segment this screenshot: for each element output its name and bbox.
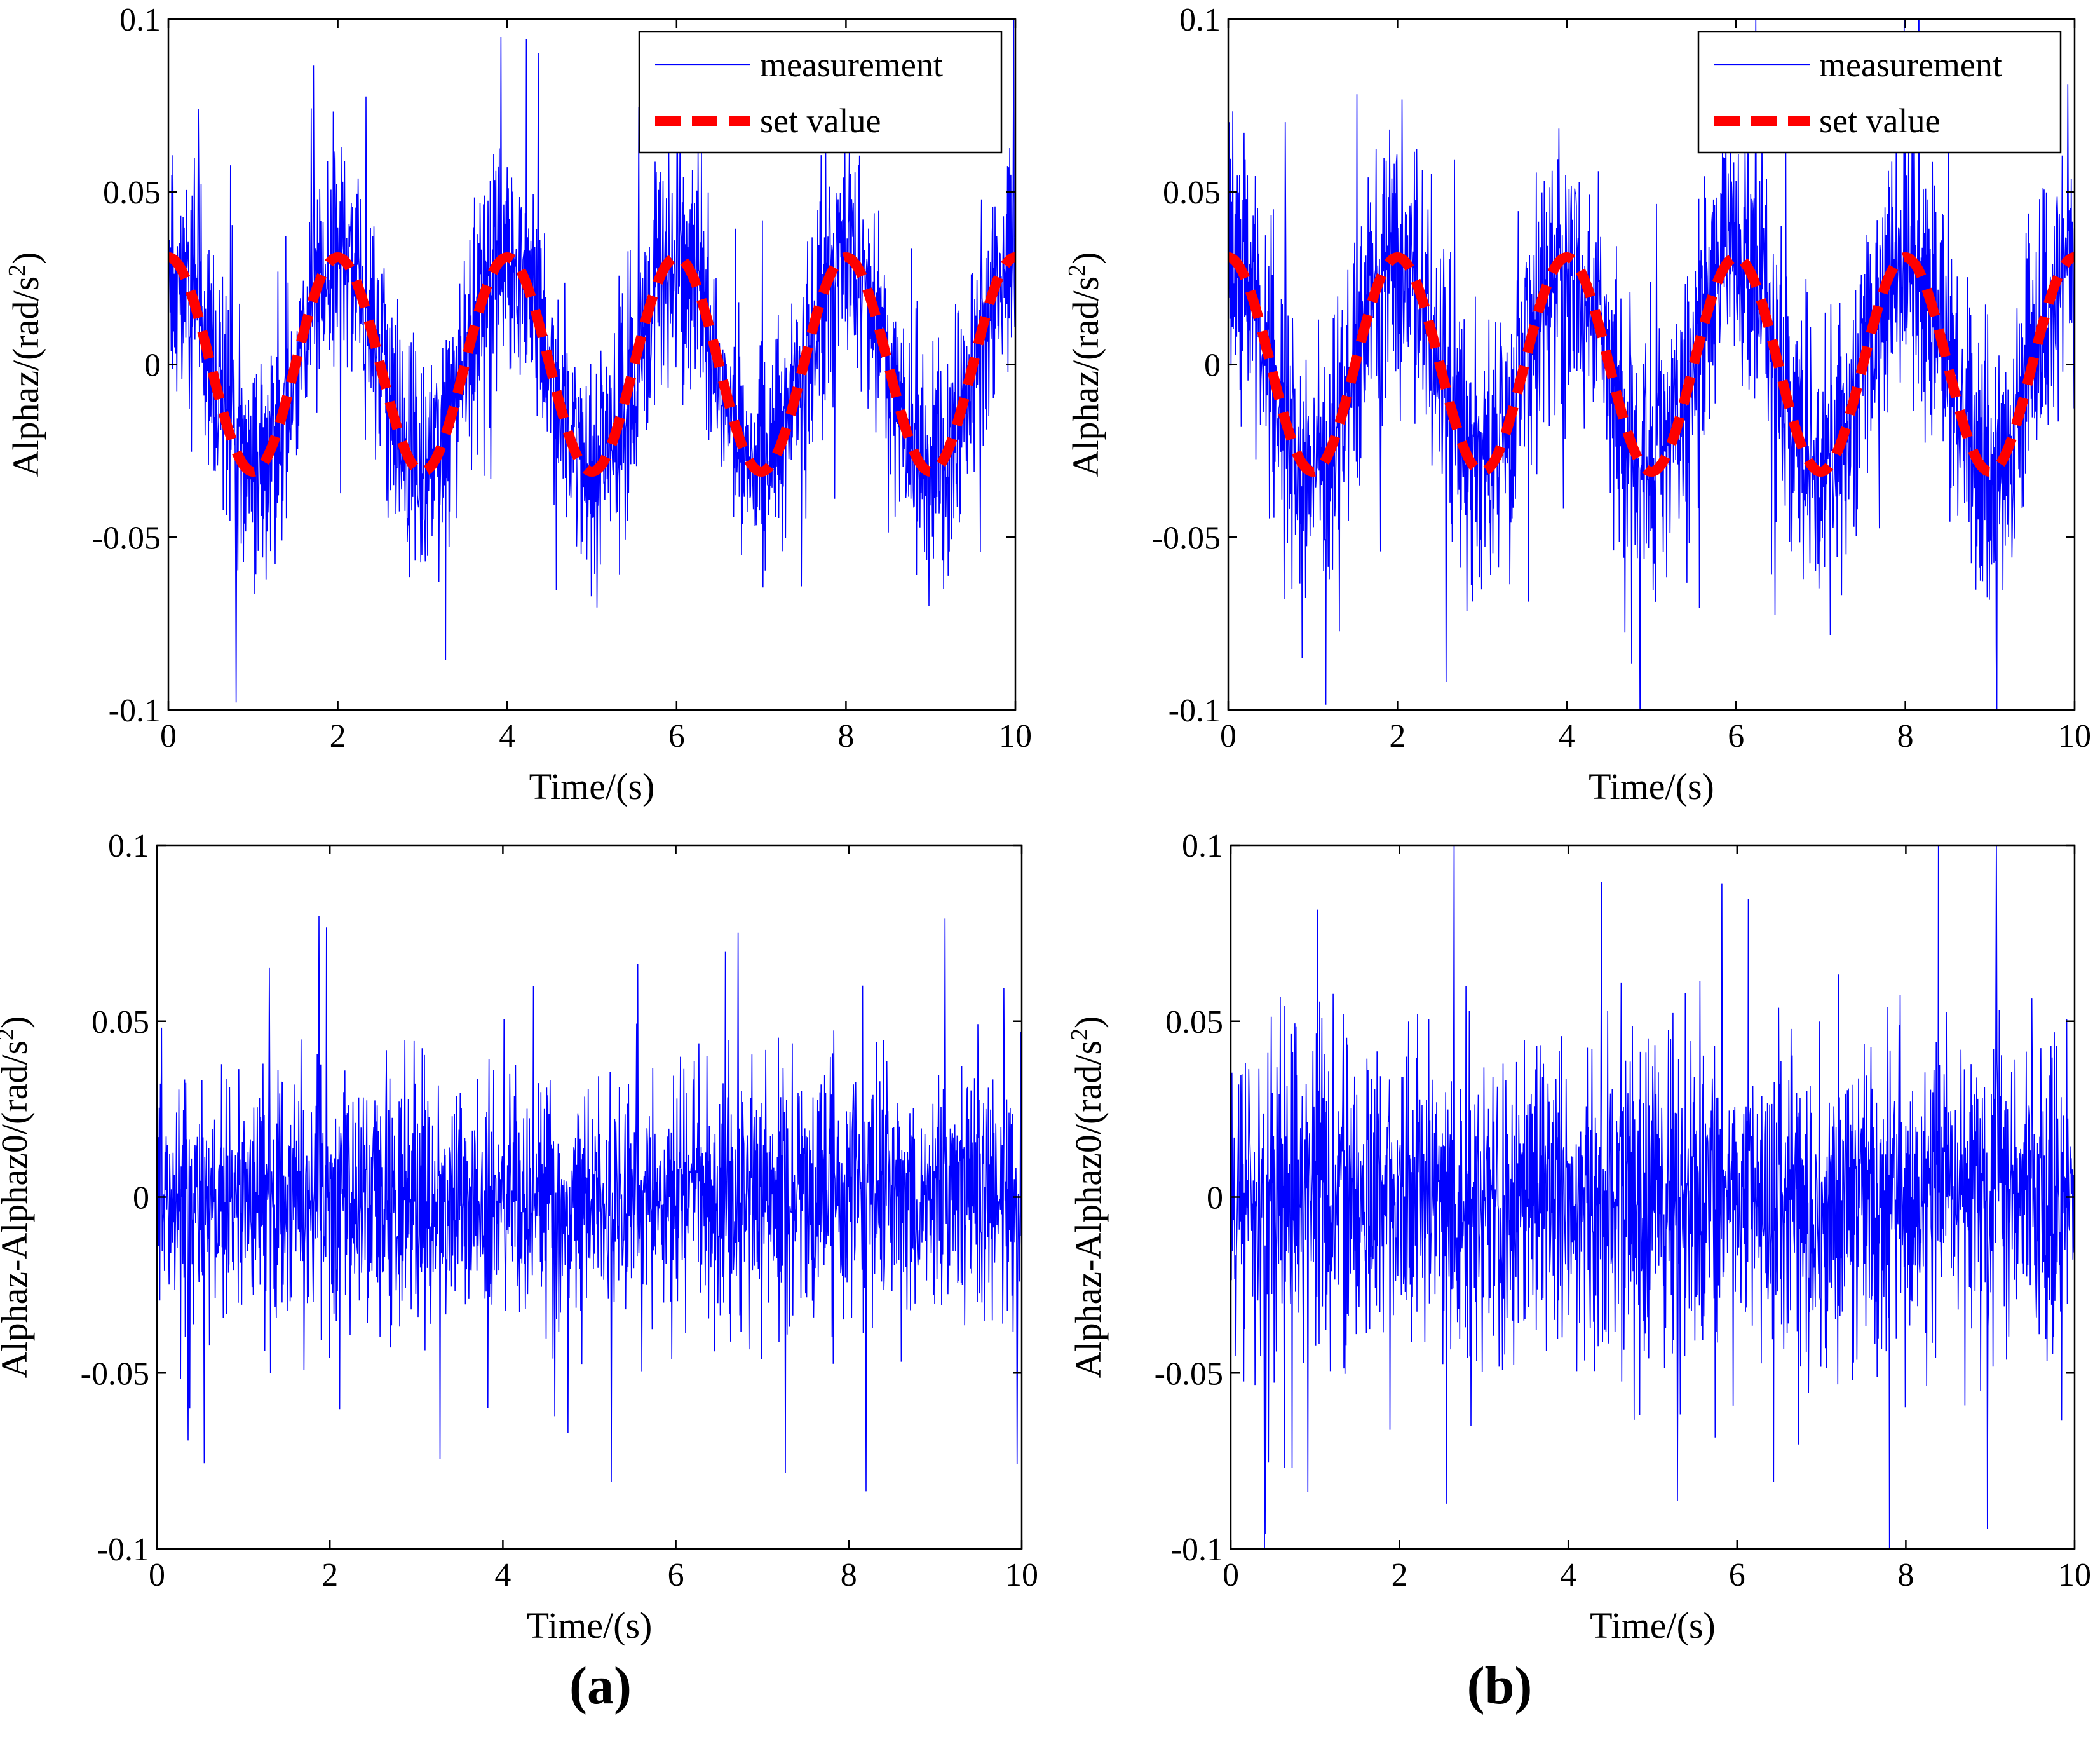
x-tick-label: 8	[841, 1557, 857, 1593]
y-axis-label: Alphaz/(rad/s2)	[4, 252, 46, 477]
y-tick-label: -0.1	[1169, 693, 1221, 729]
x-tick-label: 10	[2058, 718, 2091, 754]
x-tick-label: 0	[1220, 718, 1236, 754]
x-tick-label: 6	[668, 718, 685, 754]
x-axis-label: Time/(s)	[529, 766, 655, 807]
chart-a-top: 0 2 4 6 8 10 -0.1 -0.05 0 0.05 0.1 Time/(s) Alphaz…	[4, 2, 1032, 807]
y-tick-label: -0.1	[109, 693, 161, 729]
series-measurement-line	[1231, 845, 2075, 1549]
x-tick-label: 6	[1729, 1557, 1745, 1593]
series-measurement-line	[157, 916, 1022, 1492]
legend-entry-label: measurement	[1819, 46, 2002, 84]
y-tick-label: 0	[133, 1180, 149, 1216]
legend-box	[1697, 31, 2062, 154]
x-tick-label: 10	[999, 718, 1032, 754]
x-axis-label: Time/(s)	[1590, 1605, 1716, 1646]
chart-b-top: 0 2 4 6 8 10 -0.1 -0.05 0 0.05 0.1 Time/(s) Alphaz…	[1064, 2, 2091, 807]
legend-entry-label: set value	[1819, 102, 1940, 140]
x-tick-label: 0	[149, 1557, 165, 1593]
x-tick-label: 10	[2058, 1557, 2091, 1593]
legend-entry-label: set value	[760, 102, 881, 140]
y-tick-label: 0	[144, 348, 161, 384]
y-axis-label: Alphaz-Alphaz0/(rad/s2)	[1066, 1016, 1109, 1379]
y-tick-label: -0.05	[1155, 1356, 1223, 1392]
x-tick-label: 4	[1560, 1557, 1576, 1593]
x-tick-label: 0	[160, 718, 177, 754]
y-tick-label: 0.1	[1179, 2, 1221, 38]
y-axis-label: Alphaz/(rad/s2)	[1064, 252, 1106, 477]
x-tick-label: 4	[1559, 718, 1575, 754]
y-tick-label: 0	[1204, 348, 1221, 384]
x-tick-label: 2	[1389, 718, 1406, 754]
x-tick-label: 2	[330, 718, 346, 754]
y-tick-label: 0.05	[103, 175, 161, 211]
x-tick-label: 2	[322, 1557, 338, 1593]
y-tick-label: -0.1	[1171, 1532, 1223, 1568]
legend-entry-label: measurement	[760, 46, 943, 84]
x-tick-label: 8	[1897, 718, 1914, 754]
y-tick-label: -0.05	[81, 1356, 149, 1392]
x-tick-label: 8	[837, 718, 854, 754]
y-tick-label: 0.05	[1163, 175, 1221, 211]
x-tick-label: 10	[1005, 1557, 1038, 1593]
x-axis-label: Time/(s)	[527, 1605, 653, 1646]
x-tick-label: 4	[499, 718, 515, 754]
series-measurement-line	[168, 19, 1015, 703]
x-axis-label: Time/(s)	[1589, 766, 1714, 807]
series-set-value-line	[1228, 252, 2075, 477]
chart-a-bottom: 0 2 4 6 8 10 -0.1 -0.05 0 0.05 0.1 Time/(s) Alphaz…	[0, 828, 1038, 1646]
x-tick-label: 0	[1223, 1557, 1239, 1593]
legend-box	[638, 31, 1003, 154]
y-axis-label: Alphaz-Alphaz0/(rad/s2)	[0, 1016, 35, 1379]
x-tick-label: 8	[1897, 1557, 1914, 1593]
x-tick-label: 6	[1728, 718, 1744, 754]
y-tick-label: 0.05	[91, 1004, 149, 1040]
y-tick-label: -0.05	[1152, 520, 1221, 556]
y-tick-label: 0.1	[119, 2, 161, 38]
y-tick-label: 0	[1207, 1180, 1223, 1216]
x-tick-label: 2	[1392, 1557, 1408, 1593]
chart-b-bottom: 0 2 4 6 8 10 -0.1 -0.05 0 0.05 0.1 Time/(s) Alphaz…	[1066, 828, 2091, 1646]
panel-label-b: (b)	[1467, 1656, 1533, 1715]
y-tick-label: -0.1	[97, 1532, 149, 1568]
y-tick-label: 0.1	[1182, 828, 1223, 864]
series-set-value-line	[168, 252, 1015, 477]
series-measurement-line	[1228, 19, 2075, 710]
y-tick-label: 0.05	[1165, 1004, 1223, 1040]
panel-label-a: (a)	[569, 1656, 632, 1715]
x-tick-label: 6	[668, 1557, 684, 1593]
x-tick-label: 4	[494, 1557, 511, 1593]
y-tick-label: 0.1	[108, 828, 149, 864]
y-tick-label: -0.05	[92, 520, 161, 556]
